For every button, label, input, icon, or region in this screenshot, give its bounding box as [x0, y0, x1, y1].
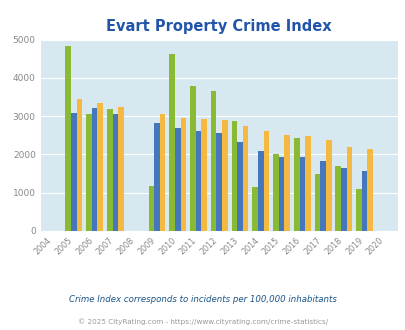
Text: © 2025 CityRating.com - https://www.cityrating.com/crime-statistics/: © 2025 CityRating.com - https://www.city…	[78, 318, 327, 325]
Bar	[118, 107, 124, 231]
Bar	[148, 186, 154, 231]
Bar	[346, 147, 352, 231]
Bar	[190, 85, 195, 231]
Bar	[257, 151, 263, 231]
Bar	[71, 113, 77, 231]
Bar	[273, 154, 278, 231]
Bar	[263, 131, 269, 231]
Bar	[231, 121, 237, 231]
Bar	[210, 91, 216, 231]
Bar	[65, 47, 71, 231]
Bar	[92, 108, 97, 231]
Bar	[314, 174, 320, 231]
Bar	[242, 126, 248, 231]
Bar	[335, 166, 340, 231]
Bar	[216, 133, 222, 231]
Bar	[355, 188, 361, 231]
Bar	[325, 140, 331, 231]
Bar	[340, 168, 346, 231]
Bar	[169, 54, 175, 231]
Bar	[159, 114, 165, 231]
Bar	[293, 138, 299, 231]
Bar	[107, 109, 112, 231]
Text: Crime Index corresponds to incidents per 100,000 inhabitants: Crime Index corresponds to incidents per…	[69, 295, 336, 304]
Bar	[97, 103, 103, 231]
Bar	[367, 149, 372, 231]
Bar	[154, 123, 159, 231]
Title: Evart Property Crime Index: Evart Property Crime Index	[106, 19, 331, 34]
Bar	[201, 119, 207, 231]
Bar	[299, 157, 305, 231]
Bar	[320, 161, 325, 231]
Bar	[86, 114, 92, 231]
Bar	[180, 118, 185, 231]
Bar	[222, 120, 227, 231]
Bar	[284, 135, 289, 231]
Bar	[278, 157, 284, 231]
Bar	[237, 142, 242, 231]
Bar	[305, 136, 310, 231]
Bar	[252, 186, 257, 231]
Bar	[195, 131, 201, 231]
Bar	[175, 128, 180, 231]
Bar	[77, 99, 82, 231]
Bar	[361, 171, 367, 231]
Bar	[112, 114, 118, 231]
